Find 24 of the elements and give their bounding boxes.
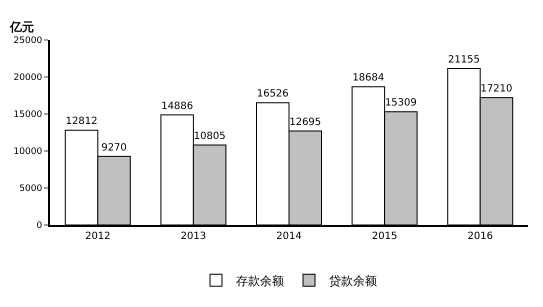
data-label: 21155	[448, 54, 480, 66]
data-label: 9270	[101, 142, 127, 154]
x-tick-label: 2016	[467, 231, 493, 242]
x-tick-label: 2012	[85, 231, 111, 242]
y-tick-label: 20000	[14, 73, 42, 84]
data-label: 12695	[289, 117, 322, 128]
data-label: 18684	[352, 72, 384, 84]
y-tick-label: 0	[36, 221, 42, 232]
data-label: 15309	[384, 98, 417, 109]
legend-label: 贷款余额	[329, 274, 377, 288]
data-label: 12812	[66, 116, 98, 128]
x-tick-label: 2015	[372, 231, 398, 242]
x-tick-label: 2014	[276, 231, 302, 242]
data-label: 14886	[161, 100, 194, 112]
data-label: 16526	[256, 88, 289, 100]
data-label: 10805	[194, 131, 226, 142]
y-tick-label: 5000	[19, 184, 42, 194]
y-axis-title: 亿元	[9, 20, 34, 34]
y-tick-label: 15000	[14, 110, 42, 120]
x-tick-label: 2013	[180, 231, 206, 242]
y-tick-label: 10000	[14, 147, 42, 158]
legend-label: 存款余额	[236, 274, 284, 288]
y-tick-label: 25000	[14, 36, 42, 46]
data-label: 17210	[480, 84, 512, 95]
